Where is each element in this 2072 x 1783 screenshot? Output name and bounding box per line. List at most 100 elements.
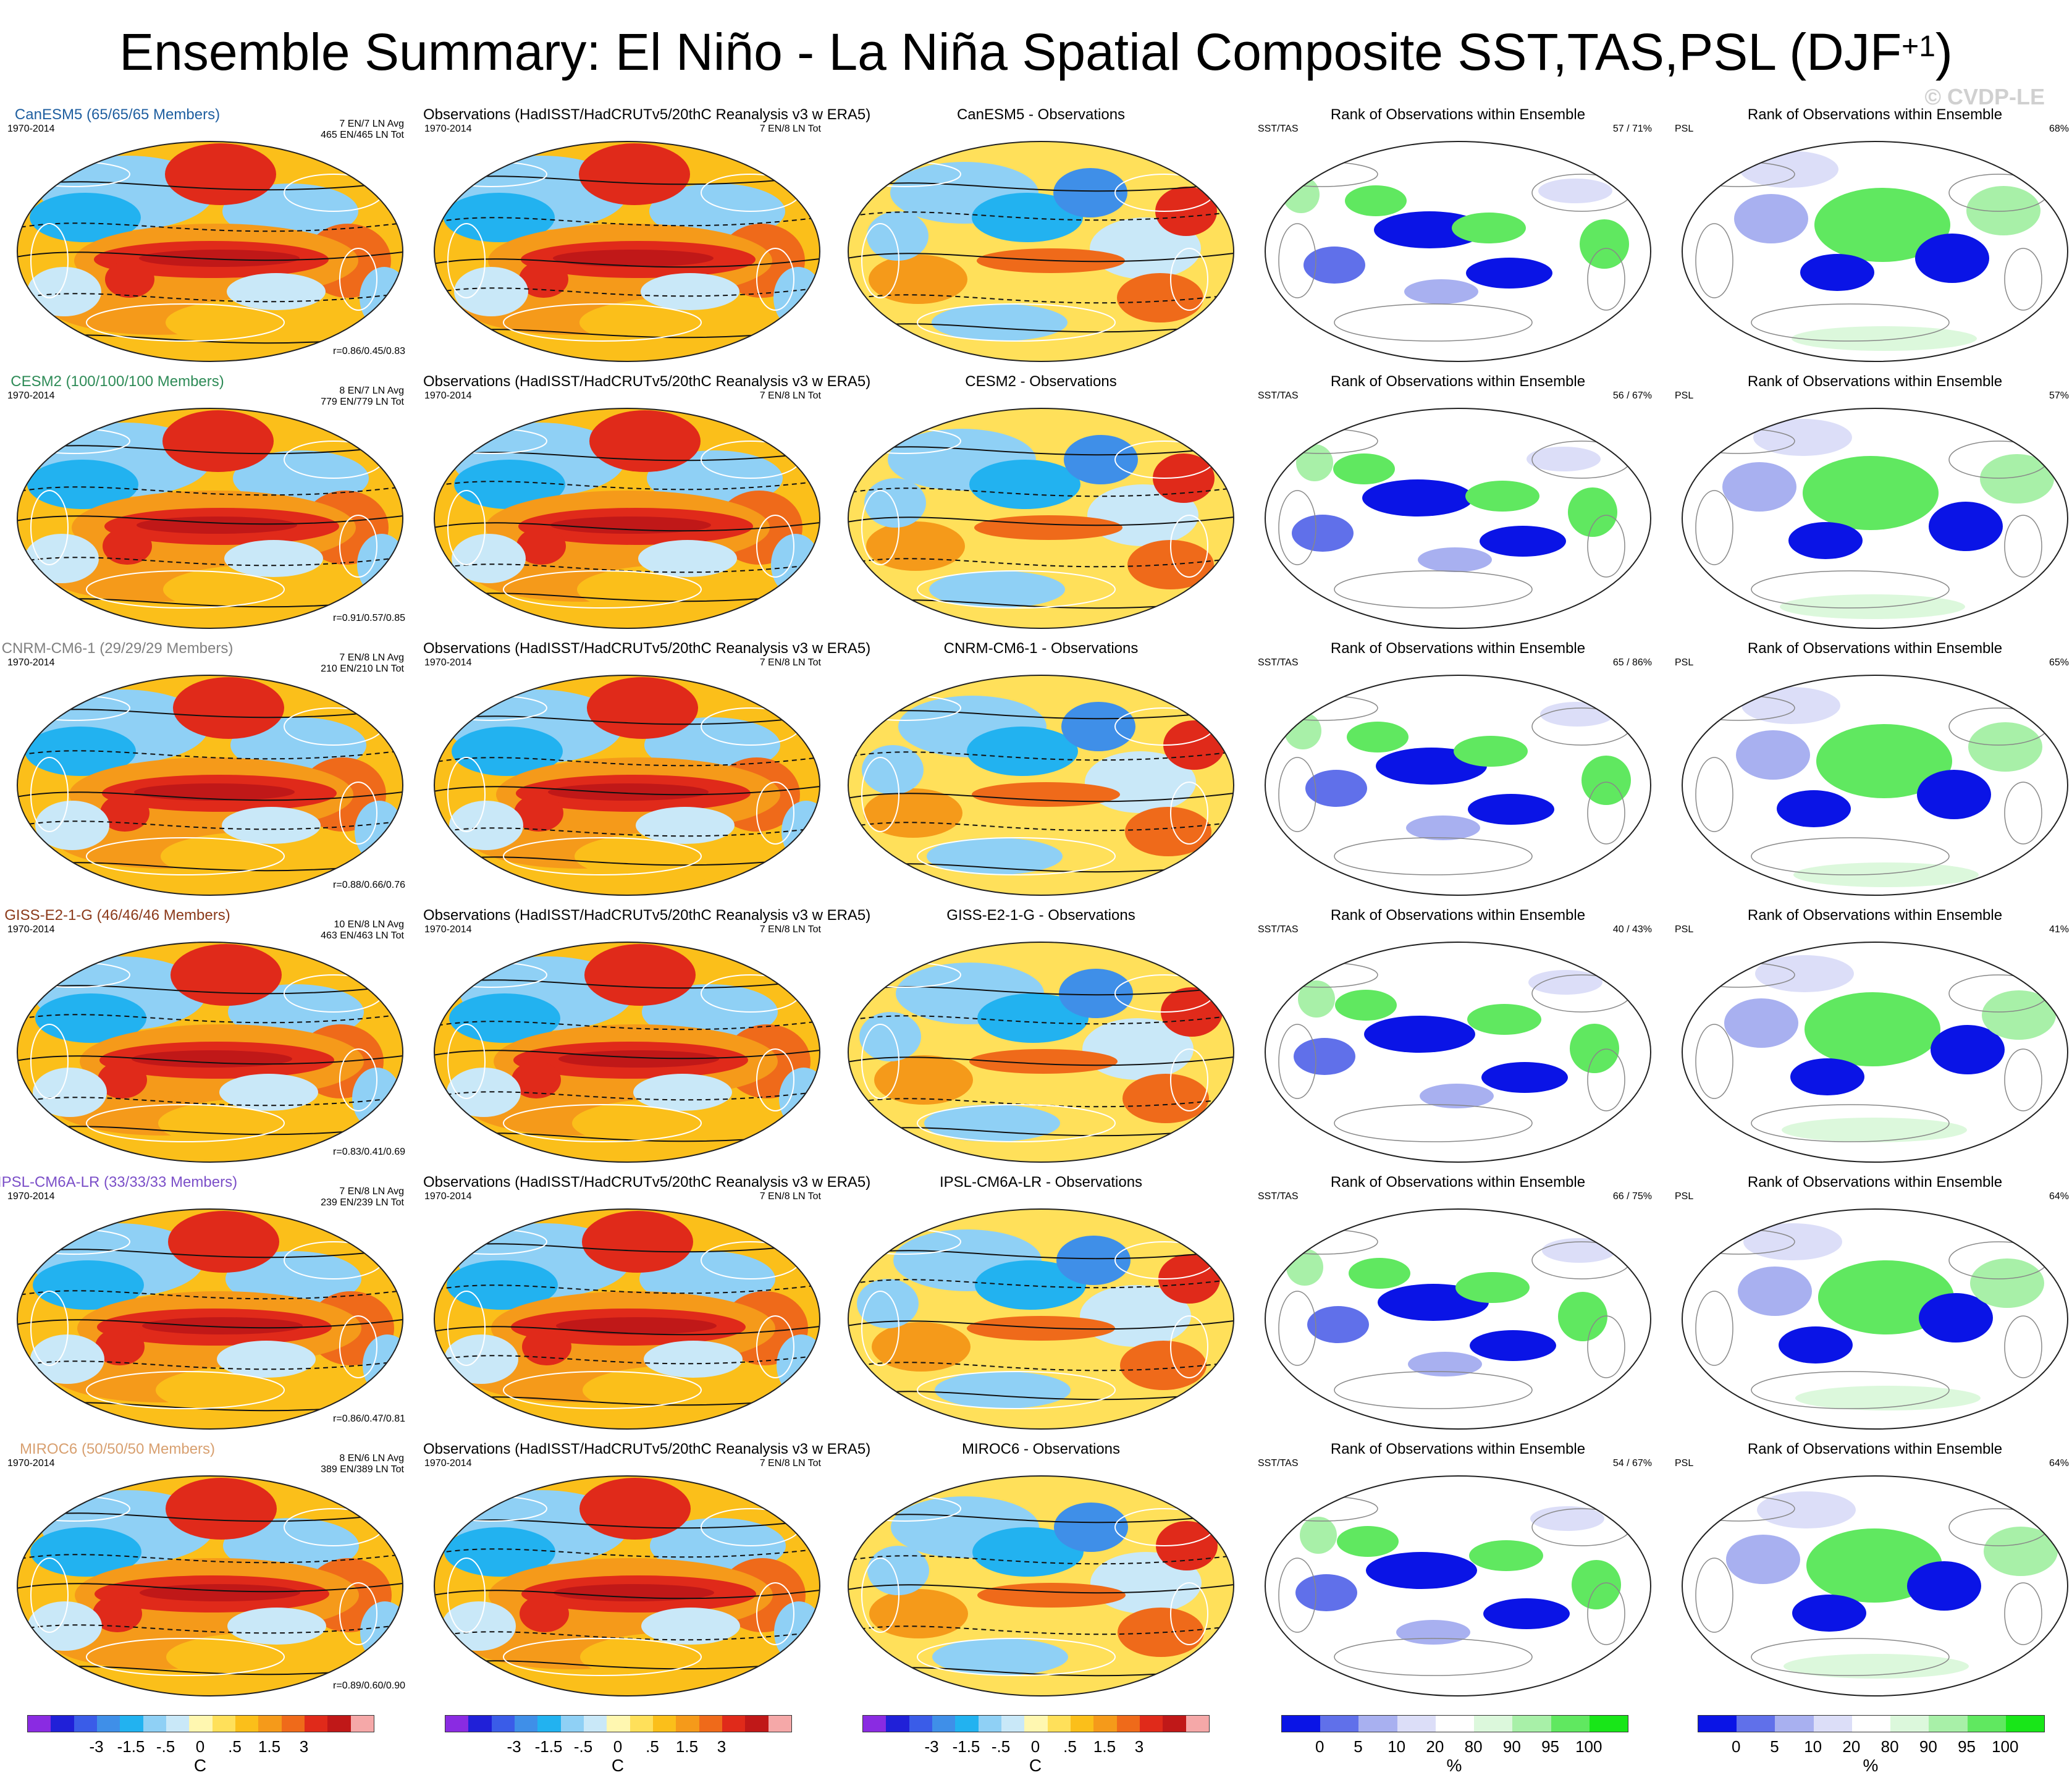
rank-region	[1755, 955, 1854, 992]
period-label: 1970-2014	[424, 657, 472, 668]
colorbar-tick: 90	[1919, 1737, 1937, 1756]
anomaly-region	[932, 304, 1068, 341]
rank-label: PSL	[1675, 390, 1694, 401]
colorbar-swatch	[630, 1716, 653, 1732]
anomaly-region	[442, 1601, 516, 1651]
globe-map	[848, 1208, 1234, 1430]
psl-contour	[434, 1049, 820, 1060]
rank-label: SST/TAS	[1258, 390, 1299, 401]
land-outline	[2004, 515, 2042, 578]
colorbar-tick: -1.5	[534, 1737, 563, 1756]
anomaly-region	[162, 410, 274, 472]
anomaly-region	[935, 1372, 1071, 1409]
panel-title: IPSL-CM6A-LR - Observations	[939, 1174, 1143, 1191]
colorbar-swatch	[258, 1716, 282, 1732]
land-outline	[1334, 570, 1533, 609]
land-outline	[30, 1291, 69, 1366]
anomaly-region	[132, 1050, 292, 1068]
rank-region	[1980, 454, 2054, 504]
anomaly-region	[454, 460, 565, 509]
anomaly-region	[520, 1595, 569, 1632]
anomaly-region	[967, 727, 1078, 776]
land-outline	[1170, 782, 1208, 845]
land-outline	[756, 782, 794, 845]
land-outline	[1170, 1582, 1208, 1645]
anomaly-region	[869, 255, 967, 304]
rank-region	[1581, 756, 1631, 805]
colorbar-tick: 5	[1770, 1737, 1779, 1756]
colorbar-swatch	[1358, 1716, 1397, 1732]
rank-label: SST/TAS	[1258, 1191, 1299, 1202]
colorbar-swatch	[1397, 1716, 1436, 1732]
land-outline	[30, 1024, 69, 1099]
colorbar-tick: .5	[228, 1737, 242, 1756]
rank-region	[1480, 526, 1566, 557]
avg-count: 8 EN/6 LN Avg	[339, 1453, 404, 1464]
anomaly-region	[975, 1260, 1086, 1310]
map-panel: Observations (HadISST/HadCRUTv5/20thC Re…	[423, 640, 870, 900]
obs-count: 7 EN/8 LN Tot	[759, 1191, 821, 1202]
map-panel: Rank of Observations within Ensemble PSL 6…	[1671, 640, 2072, 900]
anomaly-region	[1064, 435, 1138, 484]
map-border	[848, 141, 1234, 362]
rank-region	[1793, 862, 1979, 887]
anomaly-region	[857, 1279, 919, 1328]
map-border	[17, 141, 403, 362]
map-panel: GISS-E2-1-G (46/46/46 Members) 1970-2014 1…	[4, 907, 414, 1166]
globe-map	[434, 675, 820, 896]
colorbar-tick: 0	[1030, 1737, 1040, 1756]
anomaly-region	[449, 801, 523, 850]
colorbar-swatch	[886, 1716, 909, 1732]
colorbar-tick: 10	[1388, 1737, 1406, 1756]
colorbar-swatch	[1929, 1716, 1968, 1732]
rank-region	[1970, 1258, 2044, 1308]
anomaly-region	[636, 807, 735, 844]
globe-map	[17, 141, 403, 362]
anomaly-region	[227, 1608, 326, 1645]
rank-region	[1968, 722, 2042, 772]
colorbar-swatch	[1435, 1716, 1475, 1732]
map-panel: MIROC6 - Observations	[837, 1441, 1245, 1700]
period-label: 1970-2014	[7, 924, 55, 935]
colorbar-swatch	[699, 1716, 722, 1732]
colorbar-tick: 3	[717, 1737, 726, 1756]
map-border	[848, 675, 1234, 896]
rank-region	[1538, 179, 1612, 203]
land-outline	[1587, 1315, 1625, 1378]
land-outline	[86, 837, 285, 875]
land-outline	[1695, 1024, 1733, 1099]
anomaly-region	[171, 944, 282, 1006]
anomaly-region	[872, 1322, 971, 1372]
map-panel: GISS-E2-1-G - Observations	[837, 907, 1245, 1166]
rank-region	[1468, 794, 1554, 825]
land-outline	[861, 1557, 899, 1633]
anomaly-region	[30, 1527, 141, 1577]
anomaly-region	[582, 1211, 693, 1273]
period-label: 1970-2014	[424, 124, 472, 134]
anomaly-region	[967, 1316, 1115, 1341]
map-border	[17, 942, 403, 1163]
anomaly-region	[35, 801, 109, 850]
anomaly-region	[633, 1074, 732, 1111]
panel-title: Rank of Observations within Ensemble	[1330, 1441, 1586, 1457]
rank-region	[1984, 1527, 2058, 1576]
pattern-correlation: r=0.88/0.66/0.76	[333, 880, 405, 890]
rank-region	[1362, 479, 1473, 516]
map-panel: IPSL-CM6A-LR - Observations	[837, 1174, 1245, 1433]
land-outline	[861, 1291, 899, 1366]
globe-map	[1265, 408, 1651, 629]
colorbar-swatch	[1698, 1716, 1737, 1732]
anomaly-region	[1120, 1341, 1207, 1390]
anomaly-region	[584, 944, 696, 1006]
anomaly-region	[575, 832, 772, 881]
rank-region	[1345, 185, 1407, 216]
map-border	[1265, 408, 1651, 629]
psl-contour	[434, 521, 820, 532]
rank-region	[1777, 790, 1851, 827]
anomaly-region	[869, 1589, 968, 1638]
land-outline	[30, 1557, 69, 1633]
rank-region	[1782, 1118, 1967, 1142]
colorbar-tick: 3	[299, 1737, 309, 1756]
colorbar-swatch	[560, 1716, 584, 1732]
panel-title: Observations (HadISST/HadCRUTv5/20thC Re…	[423, 907, 871, 924]
